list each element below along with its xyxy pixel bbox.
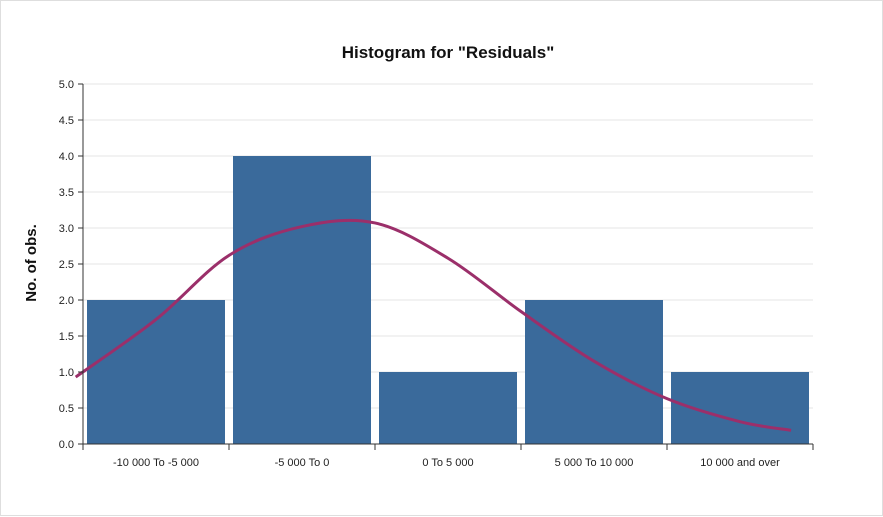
x-tick-label: -10 000 To -5 000: [113, 457, 199, 469]
histogram-bar: [233, 156, 371, 444]
histogram-bar: [87, 300, 225, 444]
x-tick-label: 0 To 5 000: [422, 457, 473, 469]
histogram-bar: [379, 372, 517, 444]
bars-layer: [87, 156, 809, 444]
x-tick-label: 5 000 To 10 000: [555, 457, 634, 469]
histogram-bar: [525, 300, 663, 444]
y-tick-label: 3.5: [59, 187, 74, 199]
y-tick-label: 0.5: [59, 403, 74, 415]
x-tick-label: -5 000 To 0: [275, 457, 330, 469]
normal-distribution-curve: [74, 218, 792, 432]
y-axis-label: No. of obs.: [23, 224, 40, 302]
y-tick-label: 1.5: [59, 331, 74, 343]
axes-layer: 0.0 0.5 1.0 1.5 2.0 2.5 3.0 3.5 4.0 4.5 5.0 -10 000…: [59, 79, 814, 469]
y-tick-label: 5.0: [59, 79, 74, 91]
y-tick-label: 3.0: [59, 223, 74, 235]
curve-layer: [74, 218, 792, 432]
y-tick-label: 4.0: [59, 151, 74, 163]
y-tick-label: 0.0: [59, 439, 74, 451]
y-tick-label: 4.5: [59, 115, 74, 127]
y-tick-label: 2.5: [59, 259, 74, 271]
y-tick-label: 2.0: [59, 295, 74, 307]
x-tick-label: 10 000 and over: [700, 457, 780, 469]
chart-title: Histogram for "Residuals": [342, 43, 555, 62]
y-tick-label: 1.0: [59, 367, 74, 379]
